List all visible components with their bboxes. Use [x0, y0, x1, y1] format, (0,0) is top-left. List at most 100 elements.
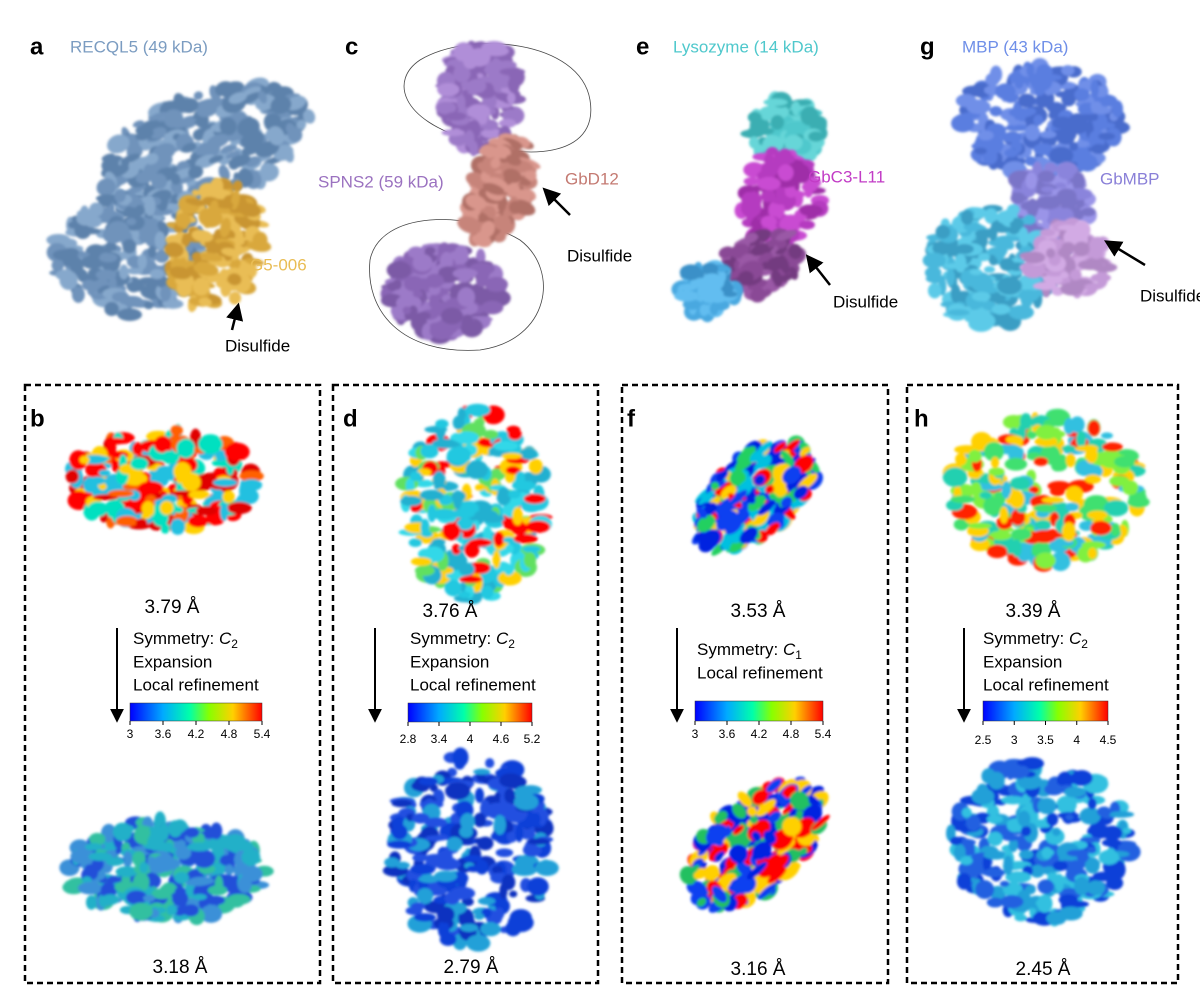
density-blob [1023, 214, 1036, 226]
density-blob [1101, 838, 1122, 847]
density-blob [1110, 523, 1121, 537]
density-map [679, 776, 830, 913]
density-blob [169, 434, 183, 442]
density-blob [1044, 783, 1064, 796]
density-blob [1024, 124, 1041, 141]
density-blob [464, 403, 491, 417]
density-blob [756, 799, 776, 817]
density-blob [252, 231, 268, 249]
density-blob [200, 830, 222, 839]
density-blob [477, 897, 496, 906]
density-blob [402, 306, 411, 315]
density-blob [457, 287, 476, 307]
density-blob [1056, 161, 1078, 180]
symmetry-group: C [1069, 629, 1082, 648]
density-blob [105, 437, 128, 445]
resolution-after: 2.45 Å [1016, 959, 1071, 980]
density-blob [98, 253, 118, 263]
density-blob [1077, 227, 1088, 235]
density-map [951, 58, 1130, 182]
density-blob [1033, 143, 1054, 156]
density-blob [185, 827, 200, 838]
density-blob [505, 154, 522, 166]
density-blob [182, 904, 199, 917]
density-blob [87, 501, 108, 517]
density-blob [200, 904, 223, 923]
density-blob [410, 557, 432, 566]
density-blob [704, 865, 720, 881]
density-blob [525, 520, 551, 533]
colorbar-tick-label: 2.8 [400, 732, 417, 746]
density-blob [445, 112, 467, 121]
density-blob [971, 82, 992, 98]
density-blob [511, 862, 538, 877]
density-blob [407, 246, 425, 259]
density-blob [999, 880, 1010, 887]
density-blob [765, 522, 780, 536]
density-blob [81, 279, 96, 291]
density-blob [296, 119, 307, 130]
density-blob [243, 91, 264, 102]
density-blob [1037, 73, 1063, 81]
colorbar-tick-label: 3.6 [155, 727, 172, 741]
density-blob [995, 235, 1021, 242]
density-blob [177, 898, 187, 908]
density-blob [1091, 106, 1112, 115]
density-blob [1127, 496, 1150, 508]
density-blob [1065, 502, 1079, 512]
density-blob [198, 434, 223, 454]
density-blob [410, 902, 426, 911]
micelle-outline [369, 219, 544, 351]
density-blob [160, 450, 180, 464]
density-blob [440, 251, 454, 271]
density-blob [504, 788, 516, 804]
density-blob [1004, 148, 1018, 158]
density-blob [754, 474, 766, 486]
density-blob [176, 438, 196, 459]
density-blob [446, 836, 463, 852]
panel-box [905, 383, 1180, 985]
density-blob [215, 279, 228, 289]
density-blob [748, 495, 766, 512]
density-blob [181, 142, 197, 153]
density-blob [1017, 810, 1031, 827]
density-blob [499, 773, 522, 788]
density-blob [1060, 271, 1069, 279]
density-blob [480, 75, 506, 84]
density-blob [757, 176, 781, 191]
density-blob [776, 486, 788, 498]
density-blob [1005, 871, 1032, 883]
density-blob [775, 273, 795, 284]
density-blob [501, 452, 523, 460]
density-blob [740, 197, 762, 218]
density-blob [219, 217, 231, 238]
density-blob [107, 489, 134, 498]
density-blob [800, 106, 819, 126]
density-blob [1035, 195, 1062, 210]
density-blob [538, 807, 547, 826]
density-blob [495, 848, 514, 858]
density-blob [747, 279, 768, 291]
density-blob [451, 543, 461, 555]
density-blob [729, 469, 746, 487]
panel-letter: g [920, 33, 935, 60]
colorbar-tick-label: 3 [127, 727, 134, 741]
symmetry-group: C [219, 629, 232, 648]
density-blob [935, 224, 951, 239]
density-blob [990, 456, 1000, 469]
micelle-outline [403, 43, 592, 153]
density-blob [753, 512, 769, 527]
density-blob [1113, 455, 1136, 468]
density-blob [1041, 496, 1065, 504]
density-blob [1061, 91, 1077, 107]
density-blob [751, 831, 762, 842]
density-blob [441, 129, 465, 137]
density-blob [456, 517, 474, 531]
density-blob [195, 506, 218, 516]
density-blob [241, 865, 263, 883]
density-blob [523, 493, 546, 504]
density-blob [412, 853, 429, 862]
density-blob [974, 229, 995, 239]
density-blob [696, 897, 707, 907]
density-blob [445, 782, 471, 800]
